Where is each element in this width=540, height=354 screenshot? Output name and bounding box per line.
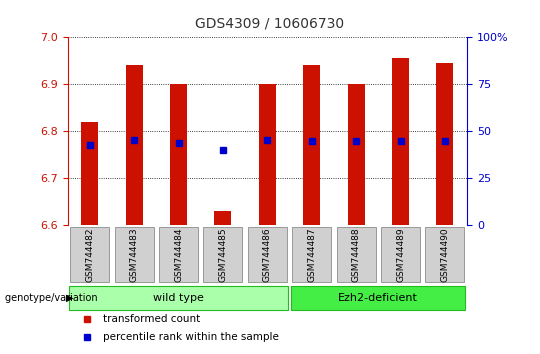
FancyBboxPatch shape <box>291 286 465 310</box>
FancyBboxPatch shape <box>159 227 198 282</box>
Text: genotype/variation: genotype/variation <box>5 293 101 303</box>
FancyBboxPatch shape <box>426 227 464 282</box>
Text: Ezh2-deficient: Ezh2-deficient <box>339 293 418 303</box>
Text: percentile rank within the sample: percentile rank within the sample <box>104 332 279 342</box>
Text: GSM744486: GSM744486 <box>263 227 272 282</box>
FancyBboxPatch shape <box>336 227 376 282</box>
FancyBboxPatch shape <box>204 227 242 282</box>
FancyBboxPatch shape <box>248 227 287 282</box>
Text: GSM744488: GSM744488 <box>352 227 361 282</box>
Bar <box>126 65 143 225</box>
FancyBboxPatch shape <box>69 286 288 310</box>
FancyBboxPatch shape <box>70 227 109 282</box>
Text: GSM744490: GSM744490 <box>441 227 449 282</box>
FancyBboxPatch shape <box>114 227 154 282</box>
Bar <box>214 211 231 225</box>
Text: GSM744484: GSM744484 <box>174 227 183 282</box>
Bar <box>259 84 276 225</box>
Bar <box>392 58 409 225</box>
Text: GSM744489: GSM744489 <box>396 227 405 282</box>
Text: GDS4309 / 10606730: GDS4309 / 10606730 <box>195 16 345 30</box>
Bar <box>436 63 454 225</box>
Bar <box>170 84 187 225</box>
Text: ▶: ▶ <box>66 293 74 303</box>
Bar <box>303 65 320 225</box>
Text: GSM744483: GSM744483 <box>130 227 139 282</box>
Text: GSM744482: GSM744482 <box>85 227 94 282</box>
Text: GSM744485: GSM744485 <box>218 227 227 282</box>
Bar <box>81 122 98 225</box>
Bar <box>348 84 364 225</box>
FancyBboxPatch shape <box>292 227 331 282</box>
Text: wild type: wild type <box>153 293 204 303</box>
Text: transformed count: transformed count <box>104 314 201 324</box>
FancyBboxPatch shape <box>381 227 420 282</box>
Text: GSM744487: GSM744487 <box>307 227 316 282</box>
